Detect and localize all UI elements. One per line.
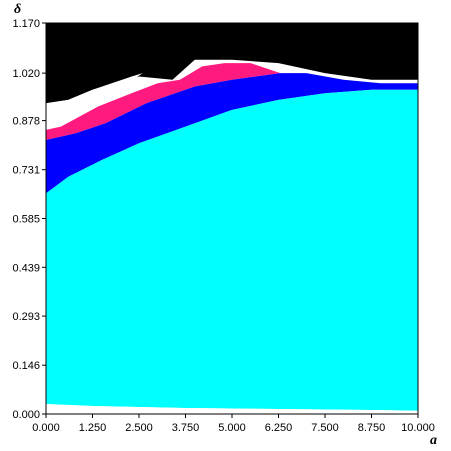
y-tick-label: 0.293 bbox=[12, 311, 40, 323]
x-axis-label: a bbox=[430, 433, 437, 448]
y-tick-label: 0.439 bbox=[12, 262, 40, 274]
axis-ticks: 0.000 1.250 2.500 3.750 5.000 6.250 7.500 8.750… bbox=[12, 18, 434, 434]
region-2 bbox=[46, 63, 281, 140]
x-tick-label: 8.750 bbox=[358, 422, 386, 434]
region-3 bbox=[46, 73, 418, 194]
region-5 bbox=[46, 404, 418, 414]
region-4 bbox=[46, 89, 418, 411]
region-0 bbox=[46, 23, 418, 104]
y-tick-label: 0.146 bbox=[12, 360, 40, 372]
y-axis-label: δ bbox=[14, 2, 21, 17]
y-tick-label: 1.020 bbox=[12, 68, 40, 80]
y-tick-label: 0.000 bbox=[12, 409, 40, 421]
y-tick-label: 0.585 bbox=[12, 214, 40, 226]
x-tick-label: 3.750 bbox=[172, 422, 200, 434]
x-tick-label: 7.500 bbox=[311, 422, 339, 434]
y-tick-label: 1.170 bbox=[12, 18, 40, 30]
region-1 bbox=[46, 73, 143, 130]
x-tick-label: 1.250 bbox=[79, 422, 107, 434]
plot-regions bbox=[45, 22, 419, 415]
x-tick-label: 0.000 bbox=[32, 422, 60, 434]
x-tick-label: 6.250 bbox=[265, 422, 293, 434]
y-tick-label: 0.731 bbox=[12, 165, 40, 177]
x-tick-label: 10.000 bbox=[401, 422, 435, 434]
x-tick-label: 5.000 bbox=[218, 422, 246, 434]
x-tick-label: 2.500 bbox=[125, 422, 153, 434]
y-tick-label: 0.878 bbox=[12, 116, 40, 128]
